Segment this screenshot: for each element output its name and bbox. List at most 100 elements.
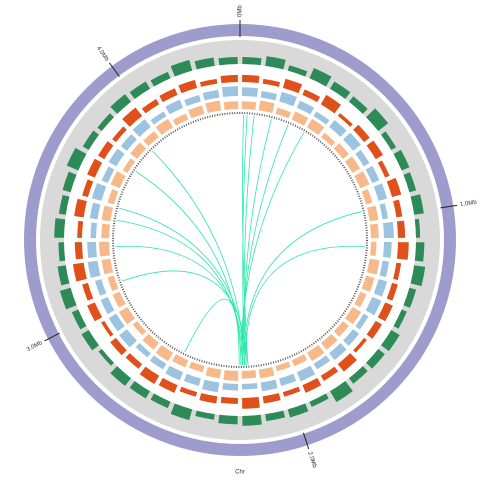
track-bar [57,265,70,286]
track-bar [74,198,87,218]
track-bar [58,194,70,215]
track-bar [410,265,426,287]
track-bar [221,86,239,97]
track-bar [165,99,184,115]
track-bar [129,381,151,399]
track-bar [62,171,77,193]
track-bar [122,107,143,127]
track-bar [260,379,278,392]
track-bar [370,223,379,239]
track-bar [184,95,201,107]
track-bar [118,306,136,325]
track-bar [379,260,390,278]
track-bar [393,309,407,329]
track-bar [396,242,409,260]
track-bar [165,365,184,381]
link [115,245,245,365]
track-bar [381,131,397,151]
track-bar [354,171,370,189]
track-bar [101,223,110,239]
track-bar [143,131,159,147]
track-bar [365,165,380,184]
track-bar [333,143,349,159]
track-bar [265,56,286,70]
track-bar [414,218,421,238]
track-bar [155,118,174,136]
track-bar [205,100,222,114]
track-bar [282,386,301,397]
track-bar [110,171,126,189]
link [116,219,244,365]
track-bar [313,355,331,370]
track-bar [241,370,257,379]
link [243,211,362,365]
track-bar [329,343,347,360]
link [119,207,247,365]
track-bar [291,111,309,126]
track-bar [383,221,394,239]
track-bar [306,118,325,136]
track-bar [178,79,198,94]
track-bar [172,113,189,126]
track-bar [355,149,370,167]
track-bar [100,296,115,315]
inner-ring [112,112,368,368]
track-bar [108,313,125,332]
track-bar [170,403,193,421]
track-bar [309,68,332,87]
track-bar [309,393,329,407]
link [245,245,365,365]
track-bar [377,160,390,178]
axis-label: Chr [235,470,245,476]
track-bar [158,377,178,393]
track-bar [101,205,114,222]
track-bar [366,320,382,339]
track-bar [97,113,114,132]
tick-label: 2.0Mb [306,451,317,469]
background-ring [40,40,440,440]
track-bar [66,147,87,171]
track-bar [122,158,136,174]
track-bar [54,218,66,238]
track-bar [379,203,388,220]
track-bar [366,108,389,132]
track-bar [410,194,424,215]
track-bar [155,344,174,362]
tick-label: 4.0Mb [95,46,110,64]
track-bar [202,379,220,393]
track-bar [242,414,262,426]
track-bar [107,275,119,291]
track-bar [205,366,222,379]
track-bar [348,366,368,384]
track-bar [242,57,262,66]
track-bar [77,220,84,238]
track-bar [172,354,189,368]
track-bar [403,172,417,193]
track-bar [107,189,119,205]
track-bar [141,99,160,114]
track-bar [218,57,238,66]
track-bar [82,130,99,151]
track-bar [321,132,336,147]
track-bar [275,361,291,372]
track-bar [90,222,97,239]
track-bar [366,205,379,222]
track-bar [183,373,201,387]
track-bar [313,111,330,125]
track-bar [242,74,260,84]
track-bar [199,78,218,87]
track-bar [179,386,198,397]
track-bar [220,396,238,404]
track-bar [72,262,87,282]
track-bar [366,348,385,369]
track-bar [149,355,167,370]
track-bar [373,279,388,297]
track-bar [381,329,400,352]
track-bar [202,89,220,101]
track-bar [287,403,309,418]
track-bar [396,220,406,238]
track-bar [344,306,362,325]
track-bar [302,89,321,103]
track-bar [129,81,151,99]
track-bar [258,366,275,379]
